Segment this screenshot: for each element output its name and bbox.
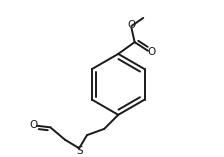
Text: O: O xyxy=(127,20,136,30)
Text: S: S xyxy=(76,146,82,156)
Text: O: O xyxy=(147,47,155,57)
Text: O: O xyxy=(29,119,38,130)
